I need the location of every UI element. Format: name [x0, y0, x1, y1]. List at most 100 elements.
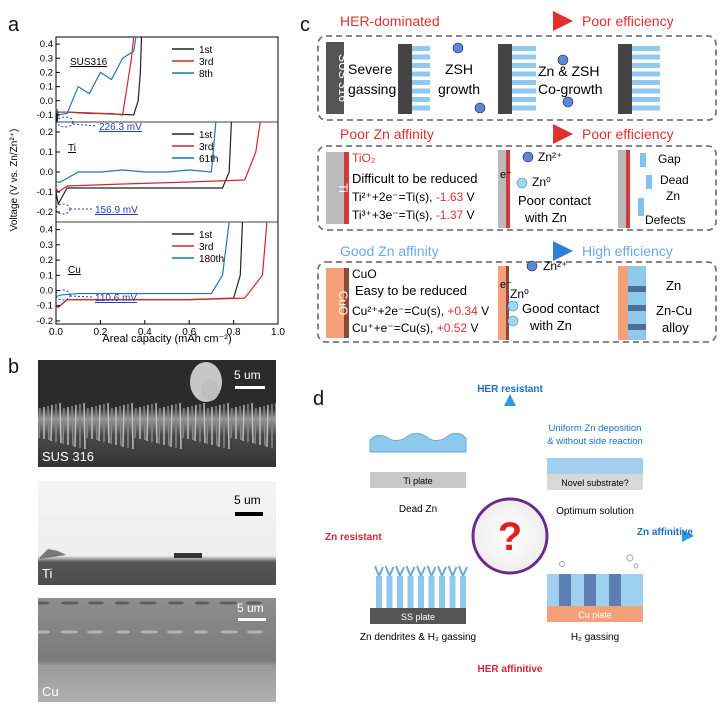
- row1-electrode-3: [618, 44, 632, 114]
- zn0-atom-3b: [507, 315, 519, 327]
- annotation-sus: 226.3 mV: [99, 122, 142, 133]
- panel-c: HER-dominated Poor efficiency SUS 316 Se…: [317, 11, 717, 343]
- x-axis-label: Areal capacity (mAh cm⁻²): [102, 333, 231, 345]
- row3-eq2: Cu⁺+e⁻=Cu(s), +0.52 V: [352, 321, 478, 335]
- y-tick-label: 0.0: [40, 286, 53, 297]
- label-zn-affinitive: Zn affinitive: [637, 527, 694, 538]
- legend-label-sus316-3rd: 3rd: [199, 57, 213, 68]
- row3-alloy2: alloy: [662, 320, 689, 335]
- panel-a-charts: 0.4 0.3 0.2 0.1 0.0 -0.1 0.2 0.1 0.0 -0.1 -0.2 0.4 0…: [9, 36, 285, 345]
- row3-electrode-mid: [498, 266, 506, 340]
- row2-v2: -1.37: [436, 208, 464, 222]
- y-tick-label: -0.1: [37, 301, 53, 312]
- row1-electrode-2: [498, 44, 512, 114]
- y-tick-label: -0.2: [37, 316, 53, 327]
- x-tick-label: 0.6: [182, 327, 196, 338]
- x-tick-label: 0.4: [138, 327, 152, 338]
- row2-v1: -1.63: [436, 190, 464, 204]
- zn-cu-alloy-1: [628, 286, 646, 292]
- row3-zn2: Zn²⁺: [543, 259, 567, 273]
- row1-electrode-1: [398, 44, 412, 114]
- row3-v1: +0.34: [447, 304, 478, 318]
- subplot-label-ti: Ti: [68, 143, 76, 154]
- row3-unit1: V: [481, 304, 489, 318]
- row2-eq2: Ti³⁺+3e⁻=Ti(s), -1.37 V: [352, 208, 475, 222]
- series-sus316-3rd: [55, 36, 135, 116]
- panel-a-frame: [55, 36, 279, 325]
- nucleation-circle-cu: [55, 289, 71, 301]
- sem-image-cu: 5 um Cu: [38, 598, 276, 702]
- series-cu-180th: [55, 221, 230, 298]
- row2-unit1: V: [467, 190, 475, 204]
- row3-electrode-right: [618, 266, 628, 340]
- y-tick-label: 0.4: [40, 39, 53, 50]
- legend-label-cu-3rd: 3rd: [199, 242, 213, 253]
- sem-texture-cu: [38, 601, 263, 634]
- dead-zn-1: [640, 153, 646, 167]
- row3-alloy1: Zn-Cu: [656, 303, 692, 318]
- y-axis-label: Voltage (V vs. Zn/Zn²⁺): [9, 129, 20, 232]
- panel-letter-b: b: [8, 356, 20, 378]
- row2-electrode-mid: [498, 150, 506, 228]
- row2-zn: Zn: [666, 189, 680, 203]
- row2-dead: Dead: [660, 173, 689, 187]
- y-tick-label: 0.3: [40, 240, 53, 251]
- row2-right-head: Poor efficiency: [582, 126, 674, 142]
- sem-label-sus316: SUS 316: [42, 449, 95, 464]
- bubble-1a: [452, 42, 464, 54]
- row1-left-head: HER-dominated: [340, 13, 440, 29]
- cu-plate: [547, 606, 643, 622]
- legend-label-cu-1st: 1st: [199, 230, 213, 241]
- zn0-atom-3a: [507, 300, 519, 312]
- zn2-ion-2: [522, 151, 534, 163]
- dead-zn-3: [638, 198, 644, 216]
- row2-defects: Defects: [645, 213, 686, 227]
- row2-zn2: Zn²⁺: [538, 150, 562, 164]
- row2-c2: with Zn: [524, 210, 567, 225]
- panel-letter-a: a: [8, 14, 20, 36]
- panel-letter-c: c: [300, 14, 310, 36]
- row1-t3: ZSH: [445, 61, 473, 77]
- y-tick-label: 0.0: [40, 167, 53, 178]
- row1-right-head: Poor efficiency: [582, 13, 674, 29]
- row1-t4: growth: [438, 81, 480, 97]
- legend-label-sus316-8th: 8th: [199, 69, 213, 80]
- row3-side-block: [326, 268, 344, 338]
- y-tick-label: 0.2: [40, 255, 53, 266]
- row3-oxide: CuO: [352, 267, 377, 281]
- legend-label-ti-3rd: 3rd: [199, 142, 213, 153]
- row2-eq1: Ti²⁺+2e⁻=Ti(s), -1.63 V: [352, 190, 475, 204]
- zn-affinitive-arrowhead: [682, 530, 694, 542]
- y-tick-label: -0.1: [37, 110, 53, 121]
- zn-cu-alloy-3: [628, 324, 646, 330]
- row3-side-label: CuO: [336, 291, 350, 316]
- row3-c1: Good contact: [522, 301, 600, 316]
- scale-label-sus316: 5 um: [234, 368, 261, 382]
- legend-label-ti-1st: 1st: [199, 130, 213, 141]
- bl-plate-label: SS plate: [401, 612, 435, 622]
- row3-c2: with Zn: [529, 318, 572, 333]
- bubble-1d: [562, 96, 574, 108]
- center-hub: [471, 497, 549, 575]
- sem-label-cu: Cu: [42, 684, 59, 699]
- bubble-1b: [474, 102, 486, 114]
- row3-eq2-text: Cu⁺+e⁻=Cu(s),: [352, 321, 433, 335]
- row1-t2: gassing: [348, 81, 396, 97]
- tr-plate-label: Novel substrate?: [561, 478, 629, 488]
- tl-caption: Dead Zn: [399, 504, 437, 515]
- sem-label-ti: Ti: [42, 566, 53, 581]
- y-tick-label: 0.1: [40, 82, 53, 93]
- row2-side-block: [326, 152, 344, 224]
- row3-e: e⁻: [500, 279, 512, 291]
- series-ti-61th: [56, 121, 217, 183]
- series-sus316-8th: [55, 36, 137, 116]
- zn0-atom-2: [516, 177, 528, 189]
- label-her-affinitive: HER affinitive: [477, 664, 542, 675]
- scale-bar-sus316: [235, 386, 265, 389]
- row2-electrode-right: [618, 150, 626, 228]
- x-tick-label: 0.8: [227, 327, 241, 338]
- row2-oxide: TiO₂: [352, 151, 376, 165]
- scale-bar-cu: [238, 618, 266, 621]
- subplot-label-cu: Cu: [68, 265, 81, 276]
- annotation-line-sus: [72, 123, 97, 127]
